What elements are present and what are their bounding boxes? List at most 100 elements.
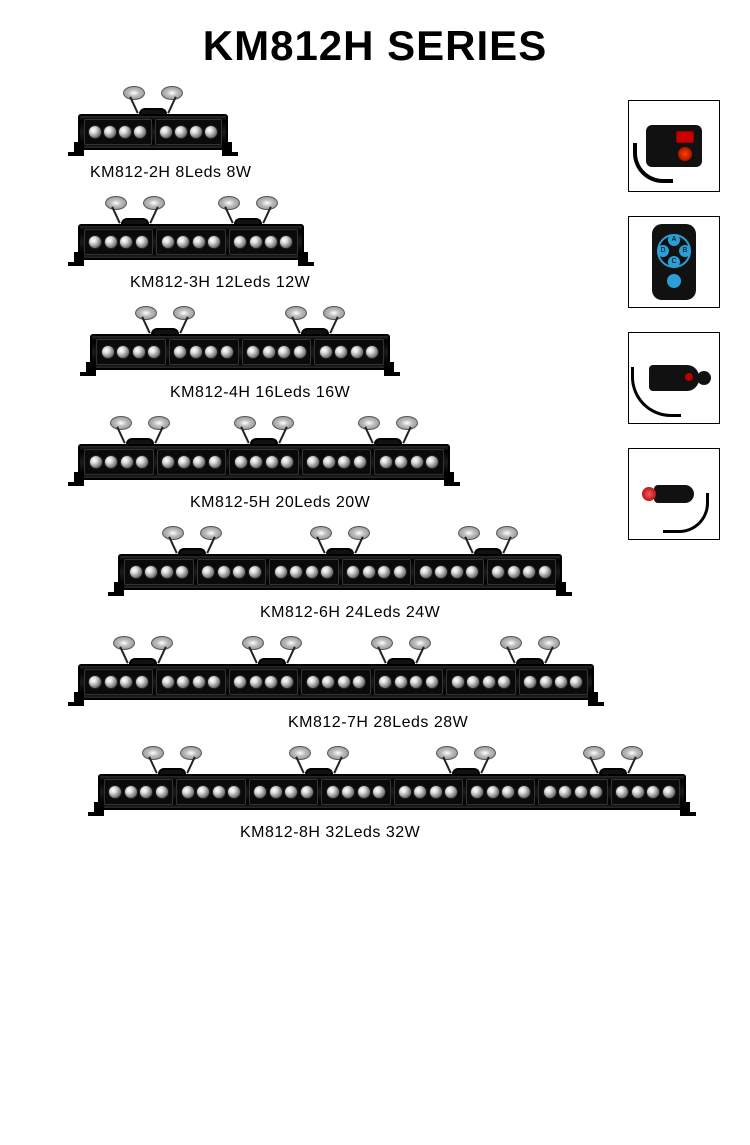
led-icon: [569, 675, 583, 689]
led-icon: [116, 345, 130, 359]
led-icon: [284, 785, 298, 799]
led-icon: [192, 675, 206, 689]
led-icon: [393, 565, 407, 579]
led-icon: [357, 785, 371, 799]
led-module: [414, 559, 484, 585]
led-icon: [434, 565, 448, 579]
led-icon: [341, 785, 355, 799]
led-module: [84, 669, 153, 695]
led-icon: [279, 235, 293, 249]
led-icon: [300, 785, 314, 799]
led-icon: [120, 455, 134, 469]
led-module: [156, 669, 225, 695]
led-icon: [280, 675, 294, 689]
led-icon: [539, 675, 553, 689]
led-bar: [78, 224, 304, 260]
led-icon: [350, 345, 364, 359]
led-icon: [365, 345, 379, 359]
led-module: [321, 779, 390, 805]
switch-icon: [646, 125, 702, 167]
led-icon: [269, 785, 283, 799]
led-icon: [321, 675, 335, 689]
led-icon: [410, 455, 424, 469]
led-icon: [249, 675, 263, 689]
led-icon: [124, 785, 138, 799]
suction-mount-icon: [142, 746, 202, 776]
led-icon: [306, 675, 320, 689]
led-module: [197, 559, 267, 585]
remote-button-d: D: [657, 245, 669, 257]
led-icon: [248, 565, 262, 579]
led-icon: [352, 675, 366, 689]
led-icon: [523, 675, 537, 689]
led-module: [84, 449, 154, 475]
led-icon: [161, 235, 175, 249]
led-icon: [265, 455, 279, 469]
suction-mount-icon: [285, 306, 345, 336]
led-icon: [88, 125, 102, 139]
led-icon: [147, 345, 161, 359]
suction-mount-icon: [289, 746, 349, 776]
remote-button-c: C: [668, 256, 680, 268]
led-icon: [662, 785, 676, 799]
led-icon: [372, 785, 386, 799]
led-module: [314, 339, 384, 365]
led-icon: [305, 565, 319, 579]
led-bar: [78, 114, 228, 150]
led-icon: [326, 785, 340, 799]
led-module: [394, 779, 463, 805]
led-icon: [543, 785, 557, 799]
led-icon: [289, 565, 303, 579]
led-icon: [161, 455, 175, 469]
led-icon: [425, 455, 439, 469]
led-module: [84, 229, 153, 255]
led-icon: [233, 235, 247, 249]
led-icon: [507, 565, 521, 579]
led-icon: [322, 455, 336, 469]
product-row: KM812-7H 28Leds 28W: [0, 630, 750, 732]
led-icon: [227, 785, 241, 799]
led-icon: [362, 565, 376, 579]
led-icon: [293, 345, 307, 359]
led-icon: [108, 785, 122, 799]
led-icon: [189, 125, 203, 139]
led-icon: [104, 235, 118, 249]
led-module: [269, 559, 339, 585]
led-icon: [217, 565, 231, 579]
led-icon: [501, 785, 515, 799]
light-bar-body: [78, 444, 450, 480]
suction-mount-icon: [123, 86, 183, 116]
led-icon: [589, 785, 603, 799]
led-icon: [139, 785, 153, 799]
led-icon: [497, 675, 511, 689]
led-module: [249, 779, 318, 805]
led-icon: [233, 675, 247, 689]
led-icon: [413, 785, 427, 799]
led-icon: [409, 675, 423, 689]
led-icon: [189, 345, 203, 359]
accessory-column: A B C D: [628, 100, 720, 540]
product-caption: KM812-6H 24Leds 24W: [260, 604, 750, 622]
led-icon: [277, 345, 291, 359]
suction-mount-icon: [500, 636, 560, 666]
led-icon: [118, 125, 132, 139]
led-icon: [554, 675, 568, 689]
led-icon: [319, 345, 333, 359]
led-icon: [394, 675, 408, 689]
led-icon: [135, 675, 149, 689]
led-module: [611, 779, 680, 805]
accessory-wired-switch: [628, 100, 720, 192]
led-icon: [346, 565, 360, 579]
led-icon: [101, 345, 115, 359]
led-icon: [119, 675, 133, 689]
accessory-cigarette-adapter: [628, 332, 720, 424]
led-icon: [522, 565, 536, 579]
led-icon: [234, 455, 248, 469]
product-caption: KM812-7H 28Leds 28W: [288, 714, 750, 732]
remote-button-a: A: [668, 234, 680, 246]
led-module: [446, 669, 515, 695]
led-bar: [98, 774, 686, 810]
product-caption: KM812-8H 32Leds 32W: [240, 824, 750, 842]
led-module: [104, 779, 173, 805]
led-icon: [133, 125, 147, 139]
